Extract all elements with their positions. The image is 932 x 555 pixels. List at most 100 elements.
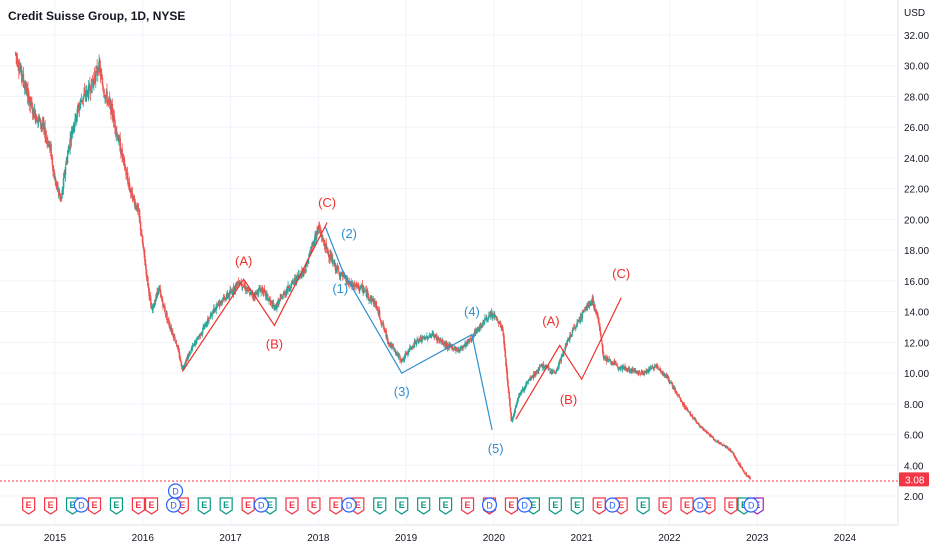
earnings-marker-label: E xyxy=(223,500,229,510)
earnings-marker[interactable]: E xyxy=(592,497,606,515)
candle-body xyxy=(289,286,292,291)
dividend-marker-shape xyxy=(604,497,620,513)
candle-body xyxy=(436,337,439,341)
candle-body xyxy=(305,262,308,267)
candle-body xyxy=(611,362,614,364)
wave-label: (C) xyxy=(318,195,336,210)
earnings-marker[interactable]: E xyxy=(373,497,387,515)
candle-body xyxy=(597,318,600,324)
candle-body xyxy=(670,382,672,383)
earnings-marker[interactable]: E xyxy=(570,497,584,515)
candle-body xyxy=(309,250,312,254)
earnings-marker[interactable]: E xyxy=(460,497,475,515)
candle-body xyxy=(732,452,734,454)
earnings-marker[interactable]: E xyxy=(307,497,321,515)
earnings-marker[interactable]: E xyxy=(131,497,145,515)
dividend-marker-shape xyxy=(341,497,357,513)
candle-body xyxy=(261,287,264,292)
earnings-marker[interactable]: E xyxy=(504,497,519,515)
earnings-marker[interactable]: E xyxy=(417,497,431,515)
earnings-marker[interactable]: E xyxy=(144,497,159,515)
earnings-marker[interactable]: E xyxy=(548,497,562,515)
candle-body xyxy=(507,387,510,393)
earnings-marker[interactable]: E xyxy=(658,497,672,515)
candle-body xyxy=(715,441,718,443)
candle-body xyxy=(93,75,96,80)
dividend-marker[interactable]: D xyxy=(692,497,708,513)
candle-body xyxy=(451,345,454,348)
earnings-marker[interactable]: E xyxy=(44,497,58,515)
candle-body xyxy=(325,242,328,249)
earnings-marker[interactable]: E xyxy=(197,497,211,515)
dividend-marker[interactable]: D xyxy=(167,483,184,499)
dividend-marker[interactable]: D xyxy=(743,497,759,513)
earnings-marker[interactable]: E xyxy=(109,497,124,515)
wave-label: (3) xyxy=(394,384,410,399)
event-markers[interactable]: EEEEEEEEEEEEEEEEEEEEEEEEEEEEEEEEEEEDDDDD… xyxy=(22,483,764,515)
earnings-marker[interactable]: E xyxy=(395,497,409,515)
candle-body xyxy=(179,356,181,360)
candle-body xyxy=(71,127,74,131)
candle-body xyxy=(64,166,67,175)
earnings-marker[interactable]: E xyxy=(87,497,102,515)
candle-body xyxy=(594,309,597,312)
candle-body xyxy=(672,385,674,387)
time-axis[interactable]: 2015 2016 2017 2018 2019 2020 2021 2022 2023 2024 xyxy=(0,524,898,544)
earnings-marker[interactable]: E xyxy=(439,497,453,515)
dividend-marker[interactable]: D xyxy=(165,497,182,513)
candle-body xyxy=(205,324,208,328)
dividend-marker[interactable]: D xyxy=(517,497,533,513)
candle-body xyxy=(525,383,528,386)
candle-body xyxy=(539,365,541,367)
y-tick-label: 6.00 xyxy=(904,431,924,442)
candle-body xyxy=(687,410,690,412)
candle-body xyxy=(50,154,53,158)
earnings-marker-label: E xyxy=(596,500,602,510)
candle-body xyxy=(233,286,235,292)
candle-body xyxy=(605,356,607,359)
wave-line-blue xyxy=(324,226,493,431)
x-tick-label: 2018 xyxy=(307,533,330,544)
candle-body xyxy=(528,379,530,381)
earnings-marker[interactable]: E xyxy=(219,497,233,515)
candle-body xyxy=(703,429,706,431)
earnings-marker[interactable]: E xyxy=(285,497,299,515)
candle-body xyxy=(222,301,224,302)
candle-body xyxy=(336,265,339,270)
candle-body xyxy=(392,345,395,349)
candle-body xyxy=(241,283,243,287)
earnings-marker[interactable]: E xyxy=(636,497,650,515)
candle-body xyxy=(451,346,453,349)
earnings-marker[interactable]: E xyxy=(724,497,738,515)
candle-body xyxy=(145,269,148,277)
earnings-marker[interactable]: E xyxy=(241,497,255,515)
candle-body xyxy=(315,232,318,240)
candle-body xyxy=(227,295,229,299)
candle-body xyxy=(538,368,540,371)
candle-body xyxy=(427,337,430,339)
earnings-marker[interactable]: E xyxy=(329,497,343,515)
dividend-marker[interactable]: D xyxy=(341,497,357,513)
candle-body xyxy=(458,349,461,351)
candle-body xyxy=(190,348,193,351)
price-axis[interactable]: 2.00 4.00 6.00 8.00 10.00 12.00 14.00 16.00 18.0… xyxy=(897,0,929,525)
candle-body xyxy=(70,130,73,140)
dividend-marker[interactable]: D xyxy=(481,497,498,513)
candle-body xyxy=(97,68,100,73)
dividend-marker[interactable]: D xyxy=(73,497,89,513)
dividend-marker[interactable]: D xyxy=(604,497,620,513)
candle-body xyxy=(676,393,678,396)
candle-body xyxy=(594,304,596,309)
dividend-marker-shape xyxy=(73,497,89,513)
candle-body xyxy=(632,368,634,372)
wave-label: (5) xyxy=(488,441,504,456)
dividend-marker[interactable]: D xyxy=(253,497,269,513)
candle-body xyxy=(650,367,653,369)
earnings-marker[interactable]: E xyxy=(680,497,694,515)
earnings-marker[interactable]: E xyxy=(22,497,36,515)
earnings-marker-shape xyxy=(144,497,159,515)
candle-body xyxy=(297,274,300,279)
candle-body xyxy=(257,289,260,295)
